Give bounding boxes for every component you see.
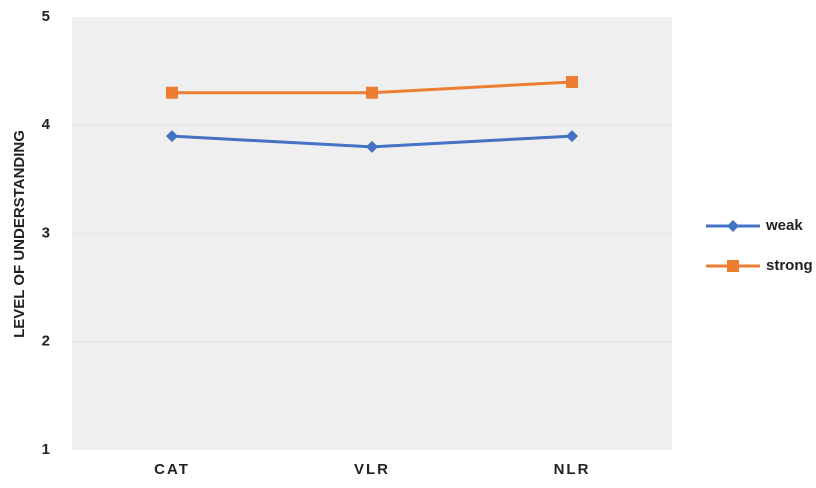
marker xyxy=(727,260,739,272)
y-axis-label: LEVEL OF UNDERSTANDING xyxy=(11,130,28,338)
marker xyxy=(727,220,739,232)
legend-label: strong xyxy=(766,257,813,274)
x-tick-label: CAT xyxy=(154,461,190,478)
legend-label: weak xyxy=(765,217,803,234)
y-tick-label: 2 xyxy=(42,333,50,350)
y-tick-label: 3 xyxy=(42,224,50,241)
x-tick-label: VLR xyxy=(354,461,390,478)
marker xyxy=(166,86,178,99)
marker xyxy=(166,130,178,143)
y-tick-label: 5 xyxy=(42,8,50,25)
marker xyxy=(366,140,378,153)
y-tick-label: 4 xyxy=(42,116,51,133)
marker xyxy=(566,130,578,143)
marker xyxy=(366,86,378,99)
marker xyxy=(566,75,578,88)
x-tick-label: NLR xyxy=(554,461,591,478)
y-tick-label: 1 xyxy=(42,441,50,458)
